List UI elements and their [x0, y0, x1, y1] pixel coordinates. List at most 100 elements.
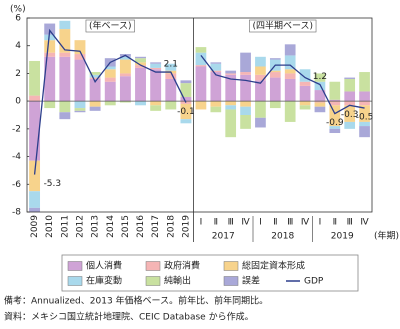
bar-segment	[255, 101, 266, 118]
bar-segment	[59, 29, 71, 53]
bar-segment	[344, 105, 356, 122]
bar-segment	[240, 52, 251, 73]
bar-segment	[180, 80, 192, 84]
bar-segment	[210, 62, 222, 64]
value-label: 2.1	[164, 60, 178, 70]
bar-segment	[89, 74, 101, 78]
bar-segment	[240, 115, 251, 129]
bar-segment	[135, 67, 146, 102]
y-tick-label: 0	[15, 97, 21, 107]
panel-label-box	[85, 19, 135, 33]
panel-label: (年ベース)	[89, 20, 132, 32]
bar-segment	[180, 83, 192, 97]
bar-segment	[299, 85, 311, 102]
bar-segment	[150, 67, 162, 70]
bar-segment	[29, 101, 41, 161]
bar-segment	[359, 105, 370, 122]
bar-segment	[284, 69, 296, 74]
bar-segment	[104, 81, 116, 102]
y-tick-label: -4	[12, 152, 21, 162]
legend-label: 政府消費	[164, 260, 200, 272]
bar-segment	[119, 56, 131, 60]
x-tick-label: 2009	[30, 215, 40, 238]
bar-segment	[225, 105, 237, 110]
x-tick-label: 2018	[166, 215, 176, 238]
bar-segment	[44, 52, 56, 57]
bar-segment	[225, 109, 237, 138]
bar-segment	[29, 191, 41, 208]
bar-segment	[29, 160, 41, 192]
x-tick-label: Ⅲ	[228, 218, 234, 228]
bar-segment	[284, 55, 296, 70]
bar-segment	[314, 90, 326, 102]
bar-segment	[165, 63, 177, 71]
bar-segment	[255, 74, 266, 81]
y-tick-label: -8	[12, 208, 21, 218]
bar-segment	[284, 78, 296, 102]
x-group-label: 2017	[212, 232, 235, 242]
bar-segment	[89, 77, 101, 79]
bar-segment	[240, 101, 251, 107]
bar-segment	[89, 106, 101, 111]
bar-segment	[104, 101, 116, 106]
bar-segment	[344, 121, 356, 129]
bar-segment	[344, 78, 356, 92]
bar-segment	[255, 80, 266, 102]
x-tick-label: 2019	[181, 215, 191, 238]
bar-segment	[240, 72, 251, 75]
bar-segment	[44, 56, 56, 102]
bar-segment	[119, 59, 131, 74]
bar-segment	[284, 101, 296, 122]
bar-segment	[329, 81, 341, 100]
x-group-label: 2018	[271, 232, 294, 242]
bar-segment	[269, 70, 281, 73]
bar-segment	[135, 65, 146, 68]
legend-swatch	[67, 261, 83, 271]
value-label: -0.1	[177, 107, 195, 117]
bar-segment	[255, 56, 266, 67]
y-axis-label: (%)	[10, 5, 26, 15]
bar-segment	[225, 73, 237, 75]
bar-segment	[135, 56, 146, 59]
bar-segment	[150, 101, 162, 106]
bar-segment	[74, 101, 86, 109]
bar-segment	[210, 106, 222, 113]
bar-segment	[44, 23, 56, 35]
bar-segment	[195, 47, 207, 53]
bar-segment	[210, 63, 222, 71]
bar-segment	[29, 60, 41, 96]
x-tick-label: 2010	[45, 215, 55, 238]
y-tick-label: 6	[15, 14, 21, 24]
x-tick-label: Ⅱ	[333, 218, 337, 228]
bar-segment	[240, 106, 251, 115]
panel-label: (四半期ベース)	[252, 20, 313, 32]
bar-segment	[74, 108, 86, 111]
value-label: -0.3	[341, 110, 359, 120]
bar-segment	[314, 102, 326, 107]
bar-segment	[74, 110, 86, 113]
bar-segment	[225, 70, 237, 74]
value-label: -5.3	[44, 179, 62, 189]
bar-segment	[150, 105, 162, 111]
bar-segment	[299, 101, 311, 106]
bar-segment	[89, 72, 101, 75]
bar-segment	[59, 52, 71, 57]
x-tick-label: Ⅳ	[301, 218, 310, 228]
bar-segment	[195, 52, 207, 66]
bar-segment	[89, 78, 101, 102]
bar-segment	[359, 121, 370, 127]
bar-segment	[314, 106, 326, 113]
bar-segment	[210, 72, 222, 102]
x-tick-label: 2017	[151, 215, 161, 238]
bar-segment	[180, 119, 192, 124]
x-tick-label: Ⅰ	[200, 218, 203, 228]
bar-segment	[255, 66, 266, 75]
bar-segment	[165, 101, 177, 110]
bar-segment	[210, 101, 222, 107]
gdp-line	[33, 28, 187, 175]
x-tick-label: Ⅰ	[319, 218, 322, 228]
bar-segment	[314, 101, 326, 103]
bar-segment	[359, 101, 370, 106]
bar-segment	[135, 62, 146, 66]
bar-segment	[180, 103, 192, 120]
